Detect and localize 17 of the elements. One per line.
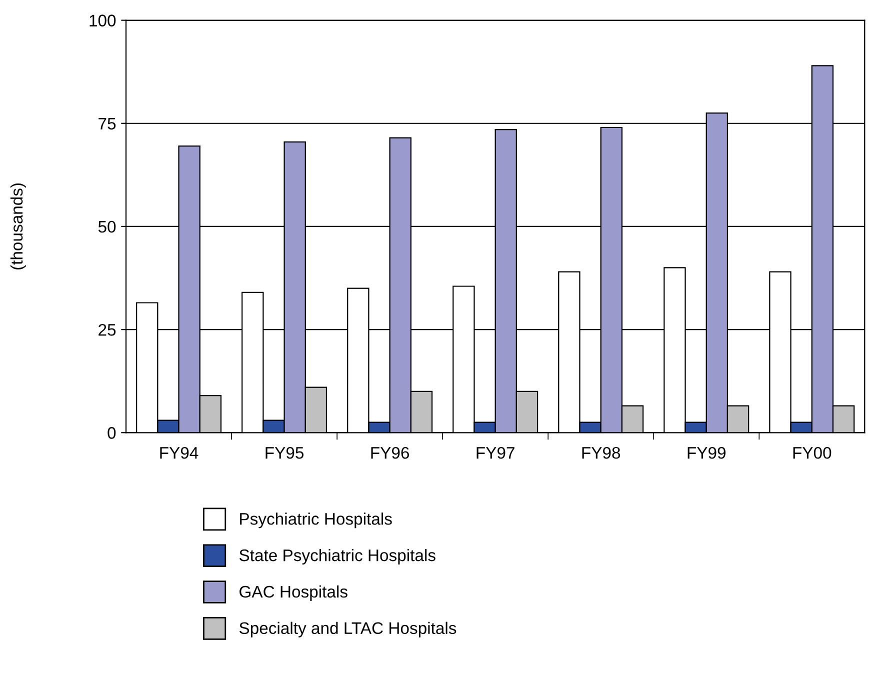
y-tick-label: 25 (98, 324, 116, 336)
y-tick-label: 75 (98, 118, 116, 130)
y-axis-title: (thousands) (10, 183, 26, 270)
x-tick-label: FY95 (266, 446, 304, 459)
legend-label: Specialty and LTAC Hospitals (239, 622, 456, 638)
y-tick-label: 0 (108, 427, 116, 439)
legend-label: GAC Hospitals (240, 585, 348, 601)
x-tick-label: FY00 (793, 446, 832, 459)
x-tick-label: FY98 (582, 446, 620, 459)
legend-label: Psychiatric Hospitals (240, 512, 392, 528)
x-tick-label: FY99 (688, 446, 726, 459)
x-tick-label: FY97 (476, 446, 514, 459)
x-tick-label: FY96 (371, 446, 409, 459)
x-tick-label: FY94 (160, 446, 198, 459)
y-tick-label: 100 (90, 14, 116, 26)
y-tick-label: 50 (98, 220, 116, 233)
legend-label: State Psychiatric Hospitals (239, 548, 436, 565)
